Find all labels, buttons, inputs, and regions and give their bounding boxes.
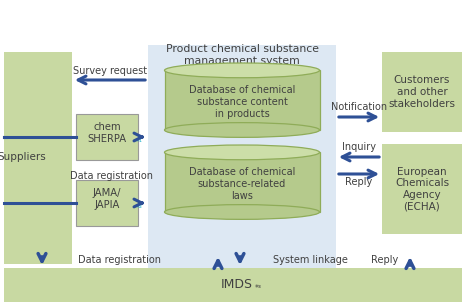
Text: Suppliers: Suppliers [0,152,47,162]
Text: Product chemical substance
management system: Product chemical substance management sy… [165,44,318,66]
Text: *²: *² [136,204,143,213]
Ellipse shape [164,123,320,137]
Ellipse shape [164,145,320,160]
Ellipse shape [164,63,320,78]
Text: Database of chemical
substance-related
laws: Database of chemical substance-related l… [189,167,295,201]
Text: Notification: Notification [331,102,387,112]
Text: Database of chemical
substance content
in products: Database of chemical substance content i… [189,85,295,119]
Text: JAMA/
JAPIA: JAMA/ JAPIA [93,188,121,210]
FancyBboxPatch shape [382,144,462,234]
Ellipse shape [164,205,320,219]
Text: System linkage: System linkage [273,255,348,265]
Text: chem
SHERPA: chem SHERPA [88,122,127,144]
Text: Reply: Reply [345,177,373,187]
Text: Inquiry: Inquiry [342,142,376,152]
FancyBboxPatch shape [4,268,462,302]
Text: Data registration: Data registration [78,255,162,265]
FancyBboxPatch shape [164,70,320,130]
Text: European
Chemicals
Agency
(ECHA): European Chemicals Agency (ECHA) [395,167,449,211]
FancyBboxPatch shape [4,52,72,264]
Text: Reply: Reply [371,255,398,265]
FancyBboxPatch shape [382,52,462,132]
FancyBboxPatch shape [76,114,138,160]
FancyBboxPatch shape [148,45,336,292]
Text: Data registration: Data registration [70,171,153,181]
Text: *³: *³ [255,284,262,294]
Text: *¹: *¹ [136,137,143,146]
Text: IMDS: IMDS [221,278,253,291]
FancyBboxPatch shape [164,153,320,212]
Text: Survey request: Survey request [73,66,147,76]
Text: Customers
and other
stakeholders: Customers and other stakeholders [389,76,455,109]
FancyBboxPatch shape [76,180,138,226]
